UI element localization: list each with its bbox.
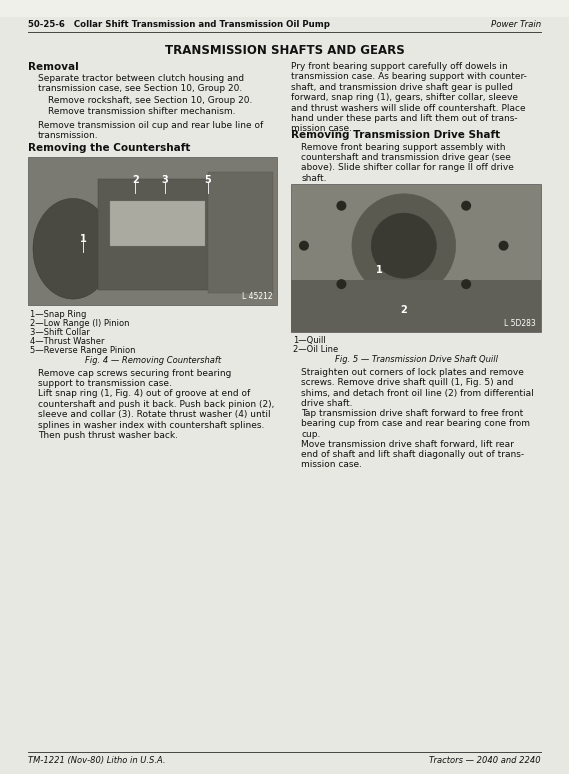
Text: Fig. 5 — Transmission Drive Shaft Quill: Fig. 5 — Transmission Drive Shaft Quill xyxy=(335,355,498,365)
Text: 5—Reverse Range Pinion: 5—Reverse Range Pinion xyxy=(30,346,135,355)
Bar xyxy=(208,172,273,293)
Text: 3: 3 xyxy=(162,175,168,185)
Text: Remove transmission shifter mechanism.: Remove transmission shifter mechanism. xyxy=(48,108,236,117)
Text: 1: 1 xyxy=(80,234,86,244)
Circle shape xyxy=(371,213,436,278)
Text: Straighten out corners of lock plates and remove
screws. Remove drive shaft quil: Straighten out corners of lock plates an… xyxy=(302,368,534,408)
Text: Removing Transmission Drive Shaft: Removing Transmission Drive Shaft xyxy=(291,131,501,141)
Circle shape xyxy=(299,241,309,251)
Bar xyxy=(291,279,541,331)
Text: 2: 2 xyxy=(132,175,139,185)
Text: 2: 2 xyxy=(401,305,407,315)
Text: Tractors — 2040 and 2240: Tractors — 2040 and 2240 xyxy=(430,756,541,765)
Text: Pry front bearing support carefully off dowels in
transmission case. As bearing : Pry front bearing support carefully off … xyxy=(291,62,527,133)
Text: 1—Snap Ring: 1—Snap Ring xyxy=(30,310,86,319)
Circle shape xyxy=(352,194,456,297)
Bar xyxy=(110,201,205,246)
Text: Remove transmission oil cup and rear lube line of
transmission.: Remove transmission oil cup and rear lub… xyxy=(38,121,263,140)
Text: Power Train: Power Train xyxy=(490,20,541,29)
Text: 50-25-6   Collar Shift Transmission and Transmission Oil Pump: 50-25-6 Collar Shift Transmission and Tr… xyxy=(28,20,330,29)
Circle shape xyxy=(336,279,347,289)
Text: L 45212: L 45212 xyxy=(242,292,273,301)
Bar xyxy=(0,0,569,17)
Bar xyxy=(291,183,541,331)
Text: TRANSMISSION SHAFTS AND GEARS: TRANSMISSION SHAFTS AND GEARS xyxy=(164,44,405,57)
Ellipse shape xyxy=(33,198,113,299)
Text: 2—Oil Line: 2—Oil Line xyxy=(294,345,339,354)
Circle shape xyxy=(336,200,347,211)
Text: Remove cap screws securing front bearing
support to transmission case.: Remove cap screws securing front bearing… xyxy=(38,368,232,388)
Text: 1: 1 xyxy=(376,265,382,275)
Text: Removing the Countershaft: Removing the Countershaft xyxy=(28,143,191,153)
Text: 4—Thrust Washer: 4—Thrust Washer xyxy=(30,337,105,346)
Text: Remove front bearing support assembly with
countershaft and transmission drive g: Remove front bearing support assembly wi… xyxy=(302,142,514,183)
Text: 3—Shift Collar: 3—Shift Collar xyxy=(30,328,90,337)
Text: Lift snap ring (1, Fig. 4) out of groove at end of
countershaft and push it back: Lift snap ring (1, Fig. 4) out of groove… xyxy=(38,389,274,440)
Text: Fig. 4 — Removing Countershaft: Fig. 4 — Removing Countershaft xyxy=(85,356,221,365)
Text: Removal: Removal xyxy=(28,62,79,72)
Text: Tap transmission drive shaft forward to free front
bearing cup from case and rea: Tap transmission drive shaft forward to … xyxy=(302,409,530,439)
Text: 2—Low Range (I) Pinion: 2—Low Range (I) Pinion xyxy=(30,319,130,328)
Text: Separate tractor between clutch housing and
transmission case, see Section 10, G: Separate tractor between clutch housing … xyxy=(38,74,244,94)
Bar xyxy=(98,180,217,290)
Text: Remove rockshaft, see Section 10, Group 20.: Remove rockshaft, see Section 10, Group … xyxy=(48,96,253,105)
Text: 1—Quill: 1—Quill xyxy=(294,337,326,345)
Text: L 5D283: L 5D283 xyxy=(504,318,536,327)
Circle shape xyxy=(461,200,471,211)
Text: Move transmission drive shaft forward, lift rear
end of shaft and lift shaft dia: Move transmission drive shaft forward, l… xyxy=(302,440,525,469)
Text: TM-1221 (Nov-80) Litho in U.S.A.: TM-1221 (Nov-80) Litho in U.S.A. xyxy=(28,756,166,765)
Circle shape xyxy=(498,241,509,251)
Bar xyxy=(28,157,278,305)
Circle shape xyxy=(461,279,471,289)
Text: 5: 5 xyxy=(204,175,211,185)
